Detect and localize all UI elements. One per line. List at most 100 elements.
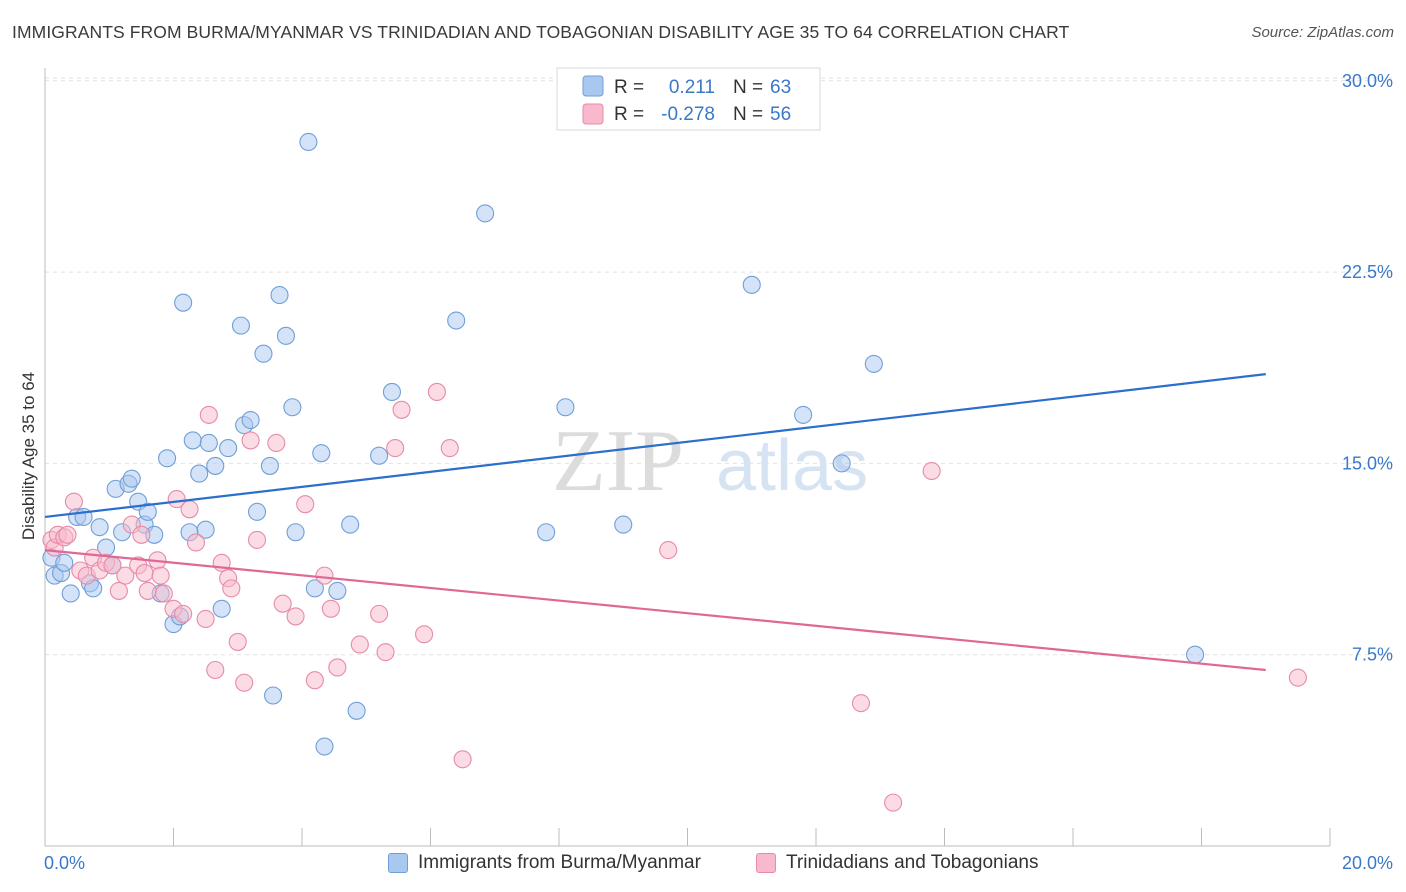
point-burma bbox=[614, 515, 633, 534]
axes bbox=[44, 68, 1331, 847]
y-tick-label: 15.0% bbox=[1342, 453, 1393, 473]
point-trinidad bbox=[267, 433, 286, 453]
point-burma bbox=[299, 132, 318, 152]
point-burma bbox=[832, 454, 851, 473]
bottom-legend-label-trinidad: Trinidadians and Tobagonians bbox=[786, 852, 1039, 873]
point-trinidad bbox=[321, 599, 340, 618]
x-tick-label: 20.0% bbox=[1342, 853, 1393, 873]
point-trinidad bbox=[174, 604, 193, 623]
point-burma bbox=[183, 431, 202, 450]
point-trinidad bbox=[1288, 668, 1307, 687]
point-trinidad bbox=[167, 490, 186, 509]
bottom-legend-label-burma: Immigrants from Burma/Myanmar bbox=[418, 852, 701, 873]
point-burma bbox=[206, 456, 225, 475]
point-burma bbox=[264, 686, 283, 705]
point-trinidad bbox=[247, 530, 267, 549]
point-trinidad bbox=[296, 495, 315, 514]
point-burma bbox=[286, 523, 305, 542]
y-tick-label: 7.5% bbox=[1352, 645, 1393, 665]
y-axis-label: Disability Age 35 to 64 bbox=[19, 372, 38, 540]
bottom-legend-swatch-trinidad bbox=[756, 853, 776, 873]
point-burma bbox=[231, 316, 251, 335]
legend-r-value-1: 0.211 bbox=[669, 77, 715, 98]
point-trinidad bbox=[922, 461, 941, 481]
point-burma bbox=[270, 285, 289, 305]
point-trinidad bbox=[392, 400, 411, 419]
legend-r-label-2: R = bbox=[614, 104, 644, 125]
point-burma bbox=[138, 502, 157, 521]
point-trinidad bbox=[386, 439, 405, 458]
point-trinidad bbox=[273, 594, 292, 613]
x-tick-label: 0.0% bbox=[44, 853, 85, 873]
tick-labels: 7.5% 15.0% 22.5% 30.0% 0.0% 20.0% bbox=[44, 71, 1393, 873]
points-layer bbox=[42, 132, 1307, 812]
trend-line-trinidad bbox=[44, 549, 1266, 672]
point-burma bbox=[247, 502, 267, 521]
point-trinidad bbox=[370, 604, 389, 623]
point-trinidad bbox=[851, 694, 871, 713]
point-trinidad bbox=[453, 750, 472, 769]
legend-swatch-trinidad bbox=[582, 103, 604, 125]
point-burma bbox=[90, 518, 109, 537]
point-burma bbox=[254, 344, 273, 363]
point-burma bbox=[742, 275, 761, 294]
point-burma bbox=[219, 439, 238, 458]
point-burma bbox=[212, 599, 231, 618]
point-burma bbox=[476, 204, 495, 223]
point-trinidad bbox=[138, 581, 157, 600]
point-trinidad bbox=[350, 635, 369, 654]
point-trinidad bbox=[659, 541, 678, 560]
point-trinidad bbox=[241, 431, 260, 450]
point-trinidad bbox=[884, 793, 903, 812]
point-burma bbox=[447, 311, 466, 330]
legend-box: R = 0.211 N = 63 R = -0.278 N = 56 bbox=[556, 67, 821, 131]
point-burma bbox=[122, 469, 141, 488]
bottom-legend-item-trinidad: Trinidadians and Tobagonians bbox=[756, 852, 1038, 874]
point-burma bbox=[260, 456, 279, 475]
point-burma bbox=[283, 398, 302, 417]
point-trinidad bbox=[222, 579, 241, 598]
point-trinidad bbox=[315, 566, 334, 585]
bottom-legend-swatch-burma bbox=[388, 853, 408, 873]
y-tick-label: 30.0% bbox=[1342, 71, 1393, 91]
legend-swatch-burma bbox=[582, 75, 604, 97]
point-trinidad bbox=[109, 581, 128, 600]
point-burma bbox=[199, 433, 218, 453]
source-label: Source: ZipAtlas.com bbox=[1251, 24, 1394, 41]
point-trinidad bbox=[154, 584, 173, 603]
point-trinidad bbox=[151, 566, 170, 585]
point-burma bbox=[556, 398, 575, 417]
legend-r-value-2: -0.278 bbox=[661, 104, 715, 125]
point-burma bbox=[794, 405, 813, 424]
point-burma bbox=[537, 523, 556, 542]
point-burma bbox=[305, 579, 324, 598]
chart-title: IMMIGRANTS FROM BURMA/MYANMAR VS TRINIDA… bbox=[12, 22, 1070, 42]
watermark-zip: ZIP bbox=[552, 413, 684, 510]
point-trinidad bbox=[196, 609, 215, 629]
point-burma bbox=[55, 553, 74, 572]
point-trinidad bbox=[186, 533, 206, 552]
point-trinidad bbox=[415, 625, 434, 644]
point-trinidad bbox=[228, 632, 247, 651]
point-burma bbox=[61, 584, 80, 603]
point-trinidad bbox=[199, 405, 218, 424]
bottom-legend-item-burma: Immigrants from Burma/Myanmar bbox=[388, 852, 701, 874]
legend-n-label-1: N = bbox=[733, 77, 763, 98]
point-trinidad bbox=[135, 564, 154, 583]
point-trinidad bbox=[305, 671, 324, 690]
point-burma bbox=[328, 581, 347, 600]
point-trinidad bbox=[206, 660, 225, 680]
gridlines bbox=[45, 77, 1392, 656]
trend-lines bbox=[44, 373, 1266, 672]
y-tick-label: 22.5% bbox=[1342, 262, 1393, 282]
point-trinidad bbox=[440, 439, 459, 458]
point-burma bbox=[196, 520, 215, 539]
point-burma bbox=[315, 737, 334, 756]
point-burma bbox=[276, 326, 295, 345]
point-burma bbox=[864, 354, 883, 373]
point-trinidad bbox=[180, 500, 199, 519]
point-trinidad bbox=[235, 673, 254, 692]
point-trinidad bbox=[376, 643, 395, 662]
point-burma bbox=[174, 293, 193, 312]
